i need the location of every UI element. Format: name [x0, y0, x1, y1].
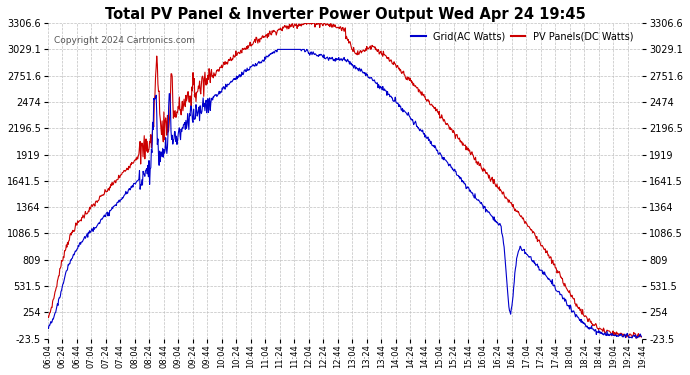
Text: Copyright 2024 Cartronics.com: Copyright 2024 Cartronics.com [54, 36, 195, 45]
Legend: Grid(AC Watts), PV Panels(DC Watts): Grid(AC Watts), PV Panels(DC Watts) [407, 28, 638, 46]
Title: Total PV Panel & Inverter Power Output Wed Apr 24 19:45: Total PV Panel & Inverter Power Output W… [105, 7, 585, 22]
